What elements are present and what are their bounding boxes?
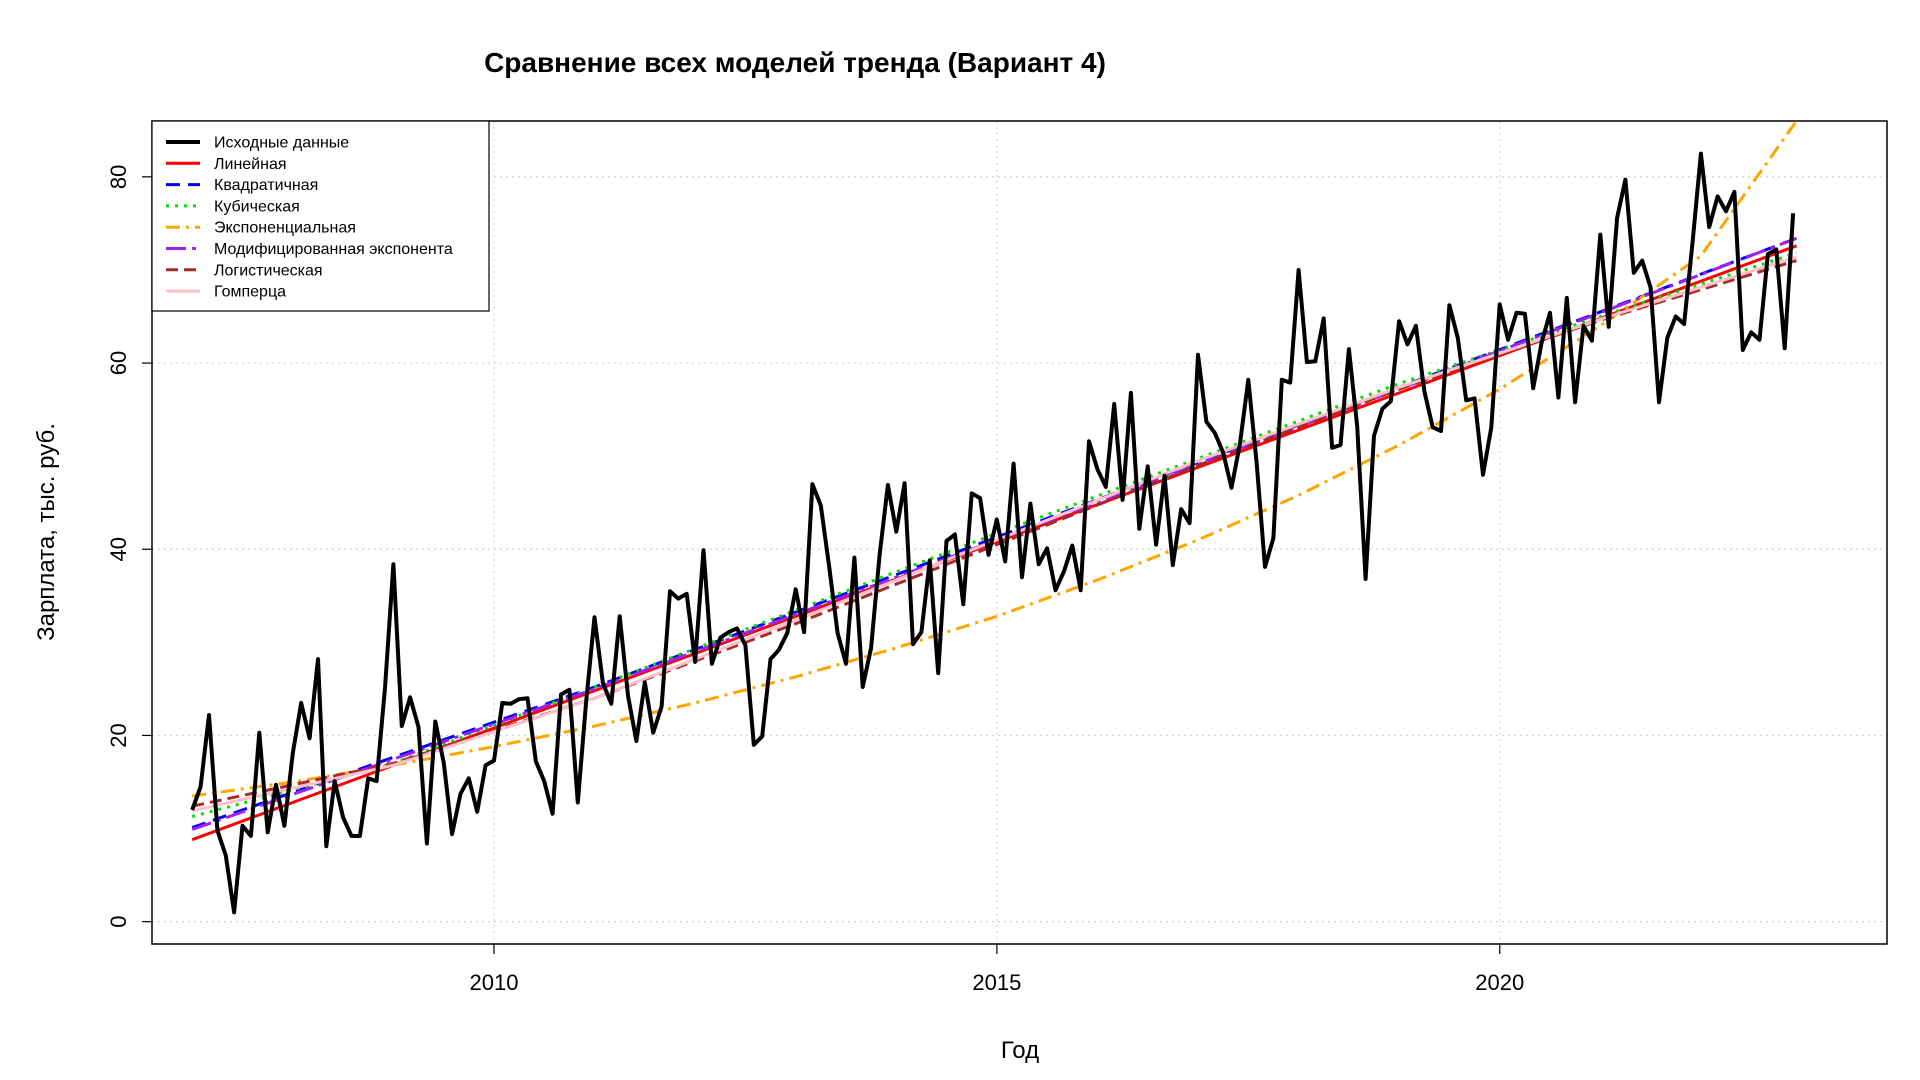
legend-label: Модифицированная экспонента	[214, 241, 453, 258]
legend-box	[151, 120, 490, 312]
series-line	[191, 255, 1797, 813]
x-tick-label: 2020	[1475, 970, 1524, 995]
legend-label: Кубическая	[214, 198, 300, 215]
x-axis-label: Год	[1001, 1037, 1039, 1064]
y-tick-label: 60	[106, 351, 131, 375]
y-tick-label: 20	[106, 723, 131, 747]
y-tick-label: 0	[106, 916, 131, 928]
series-line	[191, 121, 1798, 798]
legend-label: Линейная	[214, 156, 287, 173]
plot-frame	[151, 120, 1888, 945]
y-tick-label: 40	[106, 537, 131, 561]
legend: Исходные данные Линейная Квадратичная Кубич…	[151, 120, 490, 312]
x-axis: 2010 2015 2020	[469, 944, 1524, 995]
series-layer	[190, 121, 1798, 915]
legend-label: Логистическая	[214, 262, 323, 279]
x-tick-label: 2010	[469, 970, 518, 995]
legend-label: Исходные данные	[214, 135, 349, 152]
y-axis-label: Зарплата, тыс. руб.	[33, 423, 60, 641]
legend-label: Гомперца	[214, 284, 286, 301]
series-line	[190, 151, 1796, 915]
legend-label: Экспоненциальная	[214, 220, 356, 237]
y-axis: 0 20 40 60 80	[106, 165, 152, 928]
y-tick-label: 80	[106, 165, 131, 189]
x-tick-label: 2015	[972, 970, 1021, 995]
legend-label: Квадратичная	[214, 177, 318, 194]
chart-title: Сравнение всех моделей тренда (Вариант 4…	[484, 47, 1106, 78]
